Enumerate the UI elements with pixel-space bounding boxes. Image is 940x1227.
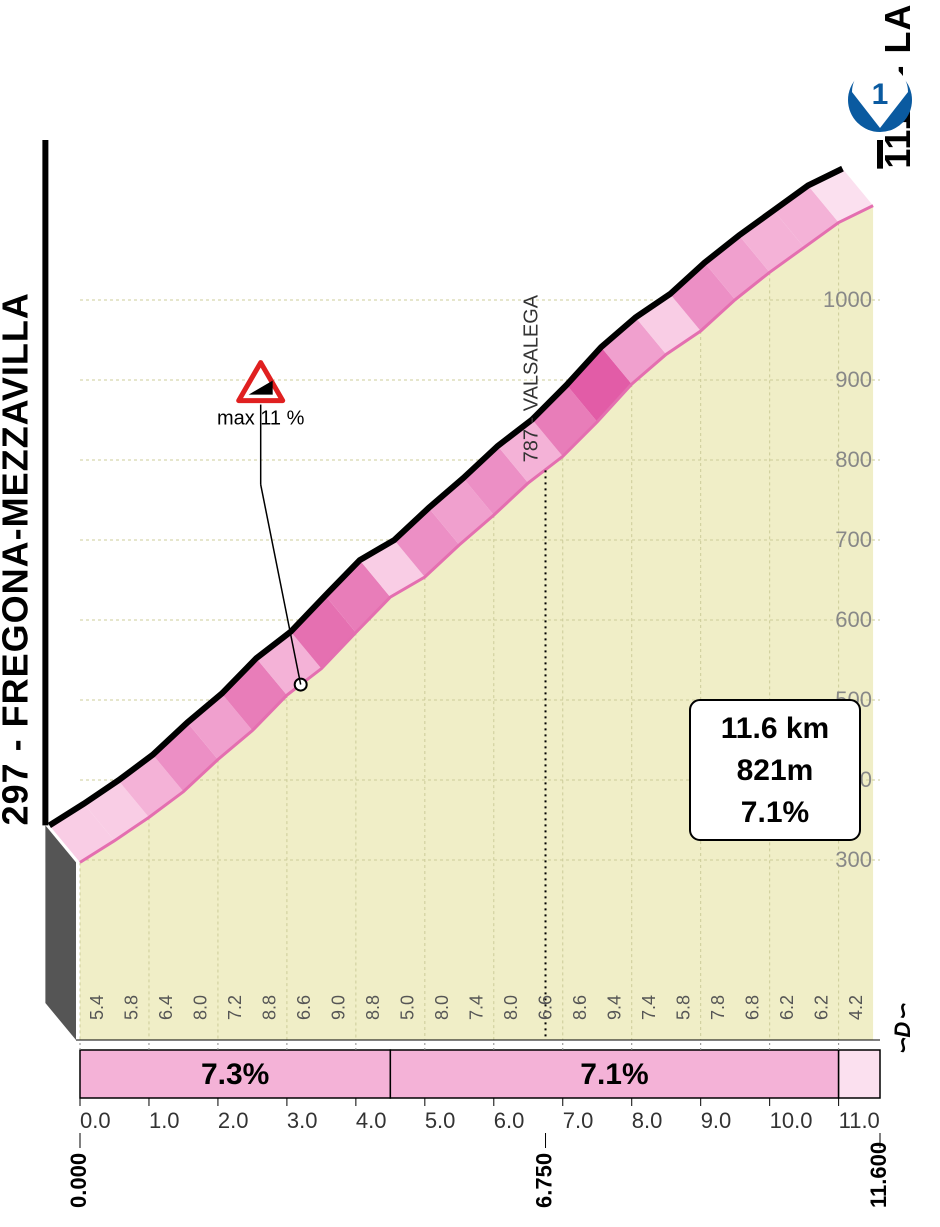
- segment-gradient-label: 6.2: [777, 995, 797, 1020]
- km-tick-label: 0.0: [80, 1108, 111, 1133]
- start-location-label: 297 - FREGONA-MEZZAVILLA: [0, 292, 35, 825]
- max-grade-label: max 11 %: [217, 408, 305, 430]
- summary-line: 7.1%: [741, 796, 809, 829]
- segment-gradient-label: 9.4: [604, 995, 624, 1020]
- km-tick-label: 5.0: [425, 1108, 456, 1133]
- sds-label: ∽D∽: [890, 1003, 915, 1056]
- elevation-tick-label: 1000: [823, 287, 872, 312]
- segment-gradient-label: 8.0: [432, 995, 452, 1020]
- segment-gradient-label: 8.6: [570, 995, 590, 1020]
- segment-gradient-label: 8.8: [260, 995, 280, 1020]
- km-tick-label: 9.0: [701, 1108, 732, 1133]
- km-tick-label: 10.0: [770, 1108, 813, 1133]
- gradient-band-label: 7.3%: [201, 1058, 269, 1091]
- elevation-fill: [80, 206, 873, 1040]
- segment-gradient-label: 6.8: [742, 995, 762, 1020]
- bottom-marker-label: 6.750: [532, 1153, 557, 1208]
- km-tick-label: 2.0: [218, 1108, 249, 1133]
- segment-gradient-label: 8.0: [191, 995, 211, 1020]
- summit-badge-text: 1: [872, 78, 889, 111]
- summary-line: 11.6 km: [721, 712, 829, 745]
- km-tick-label: 8.0: [632, 1108, 663, 1133]
- segment-gradient-label: 6.4: [156, 995, 176, 1020]
- km-tick-label: 3.0: [287, 1108, 318, 1133]
- elevation-tick-label: 300: [835, 847, 872, 872]
- bottom-marker-label: 0.000: [66, 1153, 91, 1208]
- segment-gradient-label: 8.0: [501, 995, 521, 1020]
- elevation-tick-label: 900: [835, 367, 872, 392]
- climb-profile-chart: 3004005006007008009001000787 - VALSALEGA…: [0, 0, 940, 1227]
- segment-gradient-label: 6.6: [294, 995, 314, 1020]
- segment-gradient-label: 4.2: [846, 995, 866, 1020]
- segment-gradient-label: 8.8: [363, 995, 383, 1020]
- gradient-band: [839, 1050, 880, 1098]
- bottom-marker-label: 11.600: [866, 1142, 891, 1208]
- segment-gradient-label: 7.8: [708, 995, 728, 1020]
- km-tick-label: 6.0: [494, 1108, 525, 1133]
- elevation-tick-label: 600: [835, 607, 872, 632]
- segment-gradient-label: 9.0: [329, 995, 349, 1020]
- warning-triangle-icon: [239, 363, 283, 401]
- km-tick-label: 7.0: [563, 1108, 594, 1133]
- segment-gradient-label: 7.4: [639, 995, 659, 1020]
- segment-gradient-label: 5.8: [673, 995, 693, 1020]
- elevation-tick-label: 700: [835, 527, 872, 552]
- segment-gradient-label: 6.6: [536, 995, 556, 1020]
- segment-gradient-label: 5.8: [122, 995, 142, 1020]
- km-tick-label: 1.0: [149, 1108, 180, 1133]
- elevation-tick-label: 800: [835, 447, 872, 472]
- segment-gradient-label: 5.0: [398, 995, 418, 1020]
- start-side-face: [45, 825, 76, 1040]
- km-tick-label: 11.0: [839, 1108, 880, 1133]
- km-tick-label: 4.0: [356, 1108, 387, 1133]
- segment-gradient-label: 6.2: [811, 995, 831, 1020]
- segment-gradient-label: 5.4: [87, 995, 107, 1020]
- gradient-band-label: 7.1%: [580, 1058, 648, 1091]
- midpoint-label: 787 - VALSALEGA: [521, 294, 543, 462]
- segment-gradient-label: 7.4: [467, 995, 487, 1020]
- summary-line: 821m: [737, 754, 814, 787]
- segment-gradient-label: 7.2: [225, 995, 245, 1020]
